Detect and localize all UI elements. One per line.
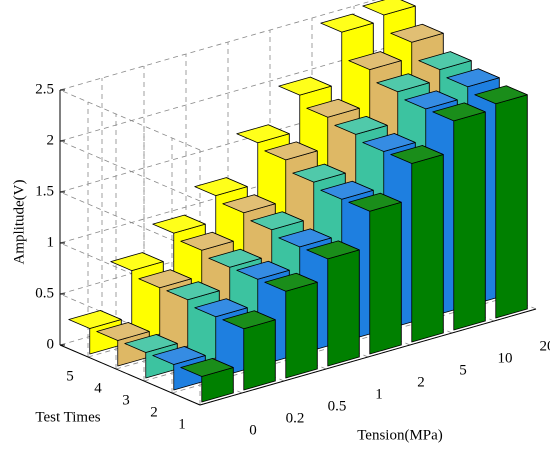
bar-top bbox=[152, 214, 206, 234]
y-tick-label: 1 bbox=[178, 416, 186, 432]
bar bbox=[306, 240, 360, 367]
bar-top bbox=[348, 51, 402, 70]
bar-top bbox=[334, 116, 388, 135]
y-tick-label: 5 bbox=[66, 368, 74, 384]
y-axis bbox=[59, 344, 201, 406]
y-tick-label: 3 bbox=[122, 392, 130, 408]
bar-top bbox=[236, 124, 290, 144]
bar bbox=[180, 358, 234, 403]
x-tick-label: 0.5 bbox=[328, 398, 347, 414]
bar-top bbox=[390, 145, 444, 164]
bar-top bbox=[68, 310, 122, 329]
bar-top bbox=[194, 177, 248, 197]
bar-top bbox=[194, 298, 248, 318]
bar-top bbox=[320, 13, 374, 33]
bar-top bbox=[180, 358, 234, 377]
bar-front bbox=[453, 111, 486, 331]
bar-front bbox=[285, 281, 318, 379]
x-tick-label: 5 bbox=[459, 362, 467, 378]
bar-top bbox=[432, 102, 486, 122]
bar-top bbox=[292, 163, 346, 183]
z-tick-label: 1.5 bbox=[35, 183, 54, 199]
bar bbox=[348, 192, 402, 355]
bar-top bbox=[250, 211, 304, 231]
x-axis-label: Tension(MPa) bbox=[357, 427, 443, 443]
y-tick-label: 2 bbox=[150, 404, 158, 420]
bar-front bbox=[369, 201, 402, 355]
z-tick-label: 1 bbox=[47, 234, 55, 250]
x-tick-label: 0 bbox=[249, 422, 257, 438]
bar-top bbox=[96, 322, 150, 341]
bar-top bbox=[180, 231, 234, 251]
x-tick-label: 10 bbox=[498, 350, 513, 366]
bar-top bbox=[236, 260, 290, 280]
bar-top bbox=[418, 51, 472, 70]
bar-top bbox=[306, 240, 360, 260]
bar-top bbox=[278, 76, 332, 96]
bar-top bbox=[278, 228, 332, 248]
bar-top bbox=[376, 73, 430, 93]
x-axis bbox=[199, 308, 537, 406]
bar-front bbox=[327, 249, 360, 367]
bar-front bbox=[411, 154, 444, 343]
bar-top bbox=[474, 85, 528, 105]
bar-top bbox=[390, 23, 444, 43]
bar-top bbox=[222, 194, 276, 214]
bar bbox=[222, 310, 276, 391]
x-tick-label: 2 bbox=[417, 374, 425, 390]
x-tick-label: 20 bbox=[540, 338, 550, 354]
z-tick-label: 2.5 bbox=[35, 81, 54, 97]
bar-top bbox=[222, 310, 276, 330]
z-axis-label: Amplitude(V) bbox=[11, 180, 27, 265]
bar-top bbox=[208, 248, 262, 268]
bar-top bbox=[124, 334, 178, 353]
bar bbox=[432, 102, 486, 331]
bar-top bbox=[264, 141, 318, 161]
bar-top bbox=[362, 133, 416, 152]
bar bbox=[390, 145, 444, 343]
bar-top bbox=[320, 180, 374, 200]
y-tick-label: 4 bbox=[94, 380, 102, 396]
x-tick-label: 0.2 bbox=[286, 410, 305, 426]
bar-top bbox=[404, 90, 458, 110]
bar-top bbox=[446, 68, 500, 88]
z-tick-label: 2 bbox=[47, 132, 55, 148]
bar-top bbox=[166, 281, 220, 301]
bar-top bbox=[348, 192, 402, 212]
y-axis-label: Test Times bbox=[35, 409, 100, 425]
bar bbox=[474, 85, 528, 319]
bar-top bbox=[110, 252, 164, 272]
bar-front bbox=[243, 319, 276, 391]
bar-top bbox=[264, 272, 318, 292]
x-tick-label: 1 bbox=[375, 386, 383, 402]
bar-top bbox=[306, 98, 360, 118]
z-tick-label: 0.5 bbox=[35, 285, 54, 301]
z-tick-label: 0 bbox=[47, 336, 55, 352]
bar-front bbox=[495, 94, 528, 319]
bar-top bbox=[138, 269, 192, 289]
bar bbox=[264, 272, 318, 379]
bar-top bbox=[152, 346, 206, 365]
bar-top bbox=[362, 0, 416, 16]
